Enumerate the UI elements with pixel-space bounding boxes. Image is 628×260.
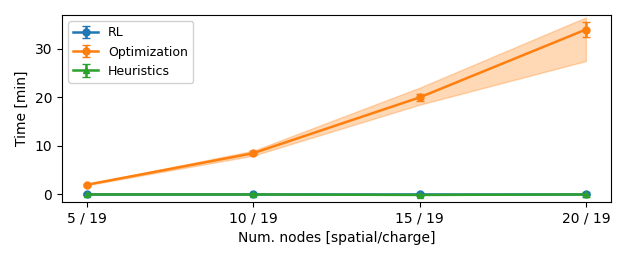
Legend: RL, Optimization, Heuristics: RL, Optimization, Heuristics (68, 21, 193, 83)
Y-axis label: Time [min]: Time [min] (15, 71, 29, 146)
X-axis label: Num. nodes [spatial/charge]: Num. nodes [spatial/charge] (237, 231, 435, 245)
